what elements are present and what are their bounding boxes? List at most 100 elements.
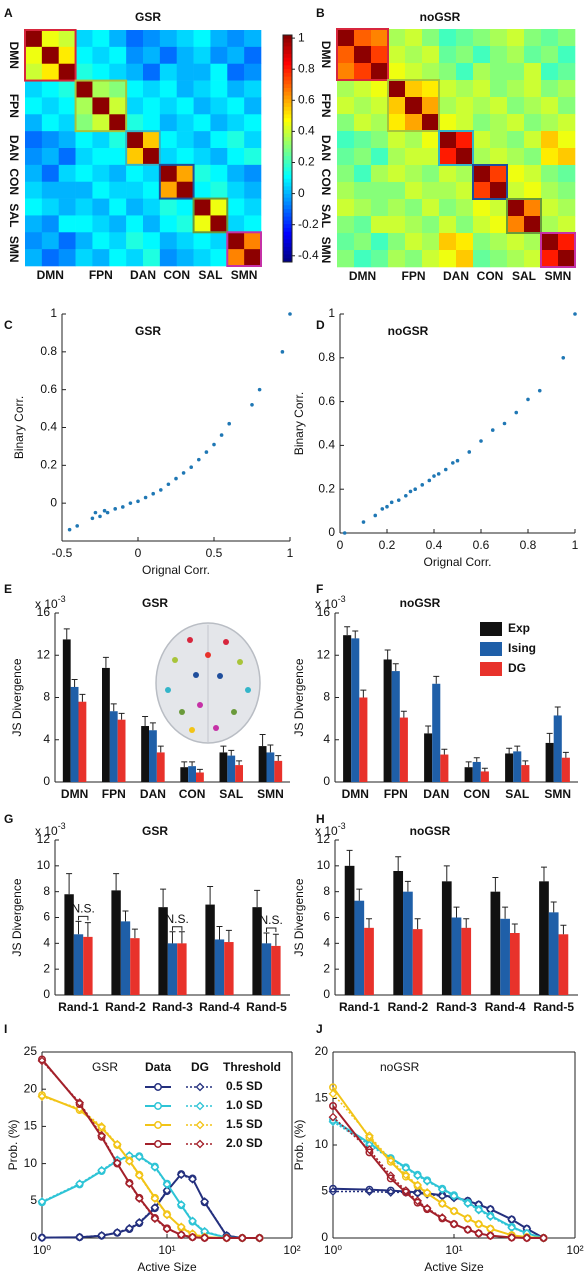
heatmap-cell	[193, 148, 211, 166]
data-marker	[365, 1148, 374, 1157]
data-marker	[188, 1233, 197, 1242]
heatmap-cell	[159, 114, 178, 132]
heatmap-cell	[405, 250, 423, 268]
error-bar	[149, 722, 156, 731]
chart-title: noGSR	[400, 596, 441, 610]
heatmap-cell	[388, 250, 406, 268]
error-bar	[443, 865, 450, 882]
heatmap-cell	[58, 97, 76, 115]
heatmap-cell	[456, 80, 474, 98]
data-marker	[423, 1189, 432, 1198]
heatmap-cell	[456, 216, 474, 234]
heatmap-cell	[337, 165, 355, 183]
error-bar	[562, 751, 569, 758]
bar	[224, 942, 234, 995]
y-tick-label: 10	[315, 1137, 329, 1151]
bar	[62, 639, 71, 782]
module-box	[74, 79, 128, 133]
heatmap-cell	[92, 215, 110, 233]
colorbar-step	[283, 114, 292, 119]
heatmap-cell	[58, 30, 76, 48]
heatmap-cell	[422, 131, 440, 149]
data-marker	[38, 1198, 46, 1207]
module-label: SAL	[7, 203, 21, 227]
data-marker	[38, 1233, 46, 1242]
heatmap-cell	[58, 164, 76, 183]
colorbar-tick-label: 0.4	[298, 124, 315, 138]
colorbar-step	[283, 61, 292, 66]
heatmap-cell	[244, 198, 262, 216]
y-tick-label: 4	[323, 732, 330, 746]
heatmap-cell	[541, 97, 559, 115]
colorbar-step	[283, 152, 292, 157]
heatmap-cell	[210, 198, 228, 216]
heatmap-cell	[558, 29, 576, 47]
heatmap-cell	[227, 97, 245, 115]
y-scale-exponent: -3	[58, 821, 66, 831]
heatmap-cell	[371, 46, 389, 64]
data-marker	[438, 1184, 447, 1193]
heatmap-cell	[244, 215, 262, 233]
heatmap-cell	[541, 114, 559, 132]
module-box	[24, 29, 77, 82]
dg-marker	[134, 1194, 144, 1203]
heatmap-cell	[176, 181, 194, 199]
colorbar-step	[283, 42, 292, 47]
heatmap-cell	[490, 46, 508, 64]
error-bar	[560, 924, 567, 935]
heatmap-cell	[109, 80, 127, 98]
heatmap-cell	[371, 63, 389, 81]
y-tick-label: 0.8	[318, 350, 335, 364]
dg-line	[41, 1154, 260, 1239]
data-line	[41, 1155, 260, 1239]
data-marker	[474, 1220, 483, 1229]
colorbar-step	[283, 35, 292, 40]
heatmap-cell	[41, 46, 60, 65]
heatmap-cell	[210, 232, 228, 250]
colorbar-step	[283, 235, 292, 240]
heatmap-cell	[41, 164, 60, 183]
heatmap-cell	[58, 46, 76, 65]
heatmap-cell	[176, 30, 194, 48]
annotation: N.S.	[166, 912, 189, 926]
error-bar	[84, 922, 91, 937]
y-tick-label: 0.6	[318, 394, 335, 408]
data-marker	[539, 1234, 548, 1242]
data-marker	[413, 1181, 422, 1190]
heatmap-cell	[176, 164, 194, 183]
data-marker	[474, 1229, 483, 1238]
legend-header: DG	[191, 1060, 209, 1074]
point	[396, 498, 401, 502]
colorbar-step	[283, 46, 292, 51]
y-tick-label: 0.8	[40, 344, 57, 358]
y-axis-label: JS Divergence	[292, 878, 306, 956]
heatmap-cell	[244, 30, 262, 48]
x-tick-label: 10²	[283, 1243, 300, 1257]
point	[561, 356, 566, 360]
heatmap-cell	[473, 182, 491, 200]
heatmap-cell	[558, 182, 576, 200]
data-marker	[329, 1184, 337, 1193]
chart-title: GSR	[92, 1060, 118, 1074]
heatmap-cell	[143, 30, 161, 48]
x-tick-label: FPN	[102, 787, 126, 801]
y-tick-label: 4	[43, 732, 50, 746]
error-bar	[384, 649, 391, 660]
y-tick-label: 0.2	[318, 481, 335, 495]
module-label: DMN	[7, 42, 21, 69]
point	[479, 439, 483, 443]
error-bar	[259, 733, 266, 747]
heatmap-cell	[456, 131, 474, 149]
y-tick-label: 8	[43, 690, 50, 704]
bar	[545, 742, 554, 782]
heatmap-cell	[337, 131, 355, 149]
heatmap-cell	[126, 164, 144, 183]
heatmap-cell	[143, 80, 161, 98]
colorbar-step	[283, 87, 292, 93]
module-box	[540, 232, 576, 268]
heatmap-cell	[388, 182, 406, 200]
x-tick-label: CON	[179, 787, 206, 801]
x-tick-label: Rand-2	[105, 1000, 146, 1014]
x-tick-label: Rand-5	[533, 1000, 574, 1014]
colorbar-step	[283, 227, 292, 233]
